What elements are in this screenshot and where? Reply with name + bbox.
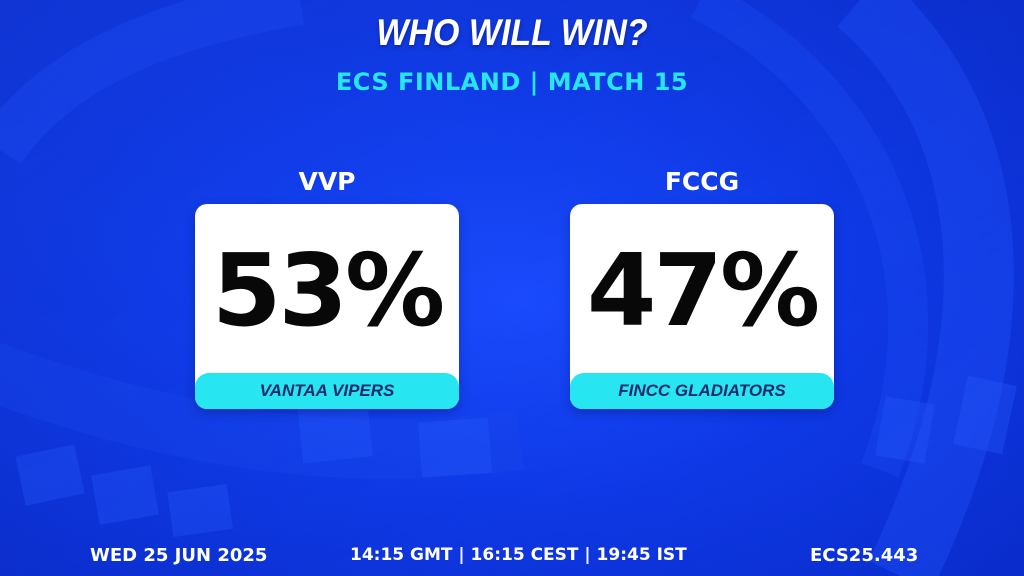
team-abbreviation: VVP <box>298 167 356 196</box>
match-code: ECS25.443 <box>810 545 919 566</box>
prediction-card: 53% VANTAA VIPERS <box>195 204 459 409</box>
team-name-band: VANTAA VIPERS <box>195 373 459 409</box>
team-abbreviation: FCCG <box>664 167 740 196</box>
page-title: WHO WILL WIN? <box>376 12 648 54</box>
team-card-vvp: VVP 53% VANTAA VIPERS <box>195 168 459 409</box>
prediction-card: 47% FINCC GLADIATORS <box>570 204 834 409</box>
win-percentage: 53% <box>211 231 445 349</box>
match-date: WED 25 JUN 2025 <box>90 545 268 566</box>
win-percentage: 47% <box>586 231 820 349</box>
team-name-band: FINCC GLADIATORS <box>570 373 834 409</box>
team-card-fccg: FCCG 47% FINCC GLADIATORS <box>570 168 834 409</box>
match-subtitle: ECS FINLAND | MATCH 15 <box>335 68 689 96</box>
match-time: 14:15 GMT | 16:15 CEST | 19:45 IST <box>350 545 687 565</box>
